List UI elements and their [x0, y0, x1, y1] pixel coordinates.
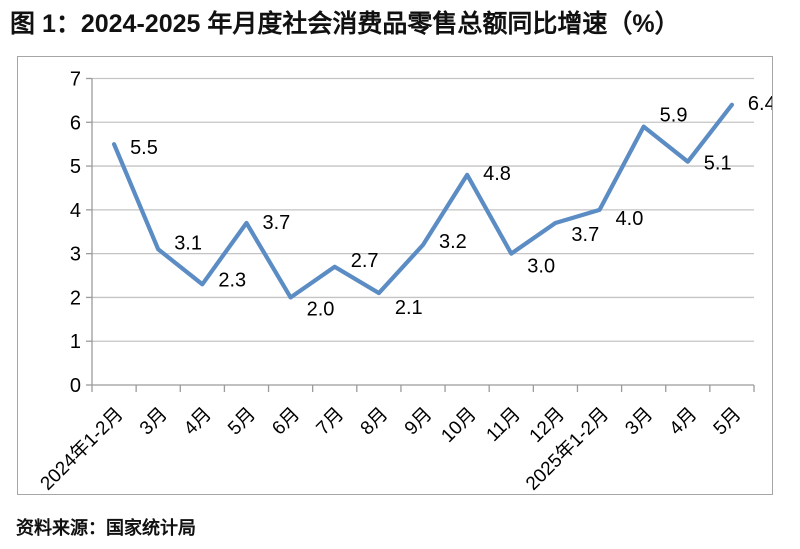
x-axis-label: 10月	[437, 404, 480, 447]
y-axis-label: 3	[70, 244, 81, 266]
data-label: 6.4	[748, 93, 772, 115]
figure-title: 图 1：2024-2025 年月度社会消费品零售总额同比增速（%）	[10, 10, 680, 38]
data-label: 3.2	[439, 231, 467, 253]
data-label: 4.8	[483, 163, 511, 185]
data-label: 3.0	[527, 256, 555, 278]
data-label: 2.0	[307, 298, 335, 320]
x-axis-label: 5月	[224, 404, 260, 440]
y-axis-label: 5	[70, 156, 81, 178]
x-axis-label: 7月	[313, 404, 349, 440]
y-axis-label: 0	[70, 375, 81, 397]
x-axis-label: 2025年1-2月	[521, 403, 613, 494]
x-axis-label: 4月	[666, 404, 702, 440]
data-label: 4.0	[616, 208, 644, 230]
y-axis-label: 2	[70, 287, 81, 309]
y-axis-label: 7	[70, 69, 81, 91]
data-label: 3.7	[571, 224, 599, 246]
y-axis-label: 4	[70, 200, 81, 222]
x-axis-label: 2024年1-2月	[36, 403, 128, 494]
data-label: 5.9	[660, 105, 688, 127]
y-axis-label: 6	[70, 112, 81, 134]
x-axis-label: 3月	[621, 404, 657, 440]
data-label: 5.5	[130, 137, 158, 159]
x-axis-label: 5月	[710, 404, 746, 440]
x-axis-label: 11月	[483, 404, 525, 446]
data-label: 2.7	[351, 250, 379, 272]
x-axis-label: 6月	[268, 404, 304, 440]
data-label: 2.1	[395, 297, 423, 319]
data-label: 5.1	[704, 153, 732, 175]
chart-container: 0 1 2 3 4 5 6 7 2024年1-2月 3月 4月 5月 6月 7月 8月 9月 10月 11月 12月…	[17, 56, 776, 495]
data-label: 2.3	[218, 269, 246, 291]
y-axis-label: 1	[70, 331, 81, 353]
source-note: 资料来源：国家统计局	[16, 518, 196, 538]
data-label: 3.7	[262, 212, 290, 234]
data-label: 3.1	[174, 232, 202, 254]
x-axis-label: 9月	[401, 404, 437, 440]
x-axis-label: 8月	[357, 404, 393, 440]
data-series-line	[111, 102, 735, 300]
x-axis-label: 4月	[180, 404, 216, 440]
x-axis-label: 3月	[136, 404, 172, 440]
